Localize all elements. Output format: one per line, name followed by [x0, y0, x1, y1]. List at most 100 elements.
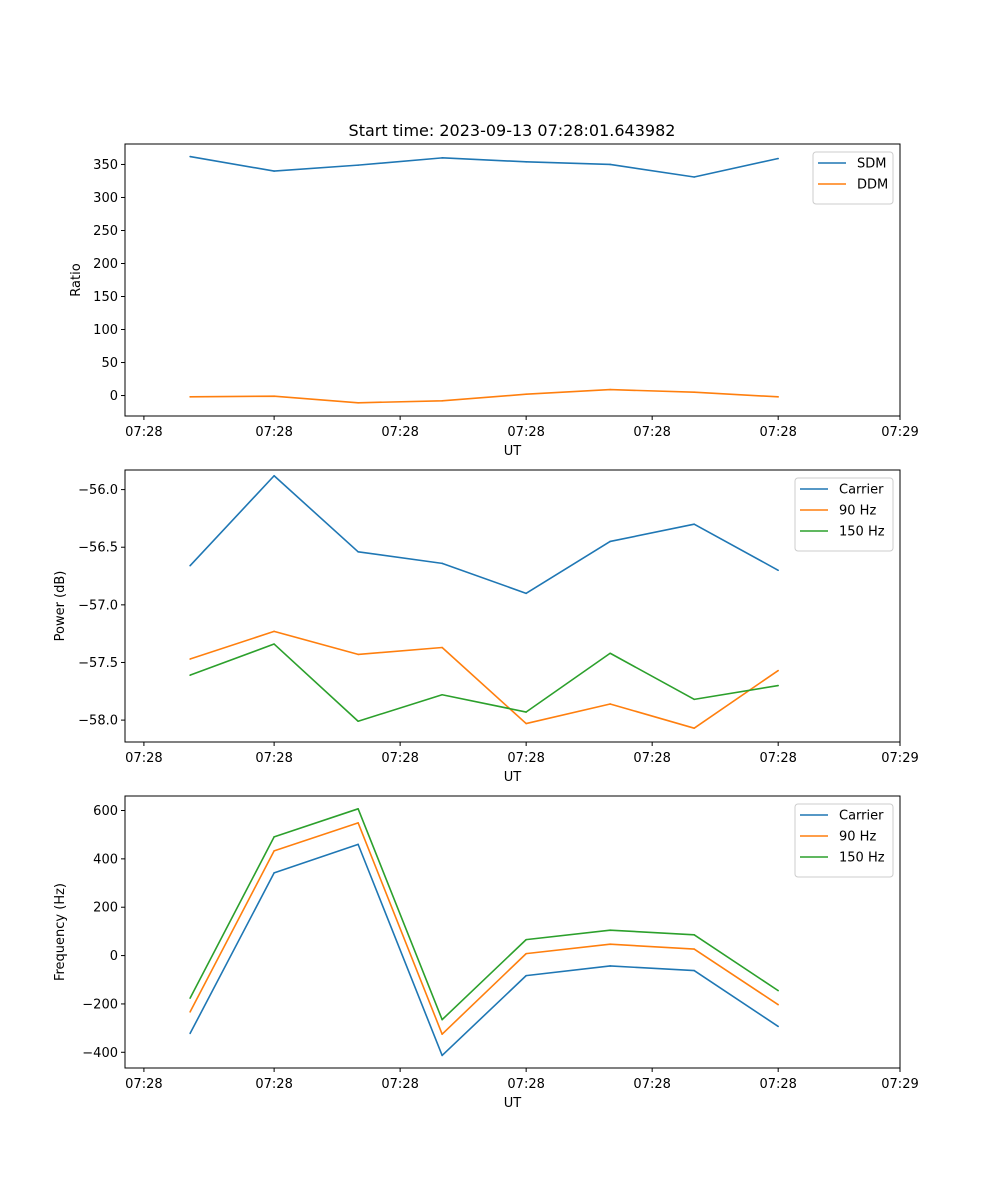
power-point-150-hz: [273, 643, 275, 645]
power-point-90-hz: [525, 722, 527, 725]
frequency-point-carrier: [777, 1025, 779, 1028]
ratio-y-tick-label: 0: [110, 389, 118, 404]
power-point-carrier: [525, 592, 527, 595]
power-y-tick-label: −58.0: [78, 714, 118, 729]
power-point-carrier: [273, 474, 275, 477]
frequency-y-tick-label: 200: [93, 901, 118, 916]
frequency-x-tick-label: 07:28: [125, 1077, 162, 1092]
power-series-150-hz: [189, 643, 779, 723]
ratio-series-ddm: [190, 388, 779, 404]
ratio-point-sdm: [357, 164, 359, 166]
power-point-carrier: [777, 569, 779, 572]
frequency-legend-box: [794, 803, 894, 878]
power-x-tick-label: 07:28: [759, 751, 796, 766]
frequency-point-90-hz: [273, 850, 275, 852]
frequency-point-90-hz: [189, 1011, 191, 1013]
power-series-carrier: [189, 474, 779, 595]
frequency-legend-label-90-hz: 90 Hz: [839, 830, 876, 845]
frequency-point-90-hz: [525, 952, 527, 955]
ratio-x-tick-label: 07:29: [881, 425, 918, 440]
frequency-point-carrier: [609, 965, 611, 967]
power-x-tick-label: 07:28: [633, 751, 670, 766]
frequency-x-tick-label: 07:28: [633, 1077, 670, 1092]
frequency-point-90-hz: [441, 1033, 443, 1035]
ratio-y-tick-label: 50: [101, 356, 118, 371]
ratio-y-tick-label: 100: [93, 323, 118, 338]
ratio-point-ddm: [777, 396, 779, 398]
ratio-point-sdm: [525, 161, 527, 163]
power-point-150-hz: [609, 652, 611, 655]
ratio-point-ddm: [609, 388, 611, 391]
power-point-carrier: [441, 562, 443, 565]
power-legend-label-150-hz: 150 Hz: [839, 525, 885, 540]
frequency-y-tick-label: 600: [93, 804, 118, 819]
frequency-point-150-hz: [441, 1018, 443, 1021]
frequency-point-carrier: [357, 843, 359, 846]
power-y-axis-label: Power (dB): [53, 571, 68, 642]
ratio-panel: 07:28 07:28 07:28 07:28 07:28 07:28 07:29 0 50 10…: [69, 143, 919, 459]
frequency-x-tick-label: 07:28: [381, 1077, 418, 1092]
power-point-90-hz: [693, 727, 695, 729]
frequency-y-tick-label: −400: [82, 1046, 118, 1061]
power-x-tick-label: 07:29: [881, 751, 918, 766]
power-x-tick-label: 07:28: [125, 751, 162, 766]
ratio-legend-label-ddm: DDM: [857, 178, 888, 193]
frequency-point-150-hz: [189, 997, 191, 999]
frequency-panel: 07:28 07:28 07:28 07:28 07:28 07:28 07:29 −400 −…: [53, 795, 919, 1111]
frequency-point-carrier: [693, 969, 695, 972]
frequency-x-tick-label: 07:28: [255, 1077, 292, 1092]
power-x-tick-label: 07:28: [255, 751, 292, 766]
frequency-x-tick-label: 07:29: [881, 1077, 918, 1092]
power-point-150-hz: [357, 720, 359, 723]
frequency-y-tick-label: 0: [110, 949, 118, 964]
frequency-series-carrier: [189, 843, 779, 1057]
ratio-y-tick-label: 200: [93, 257, 118, 272]
power-y-tick-label: −56.0: [78, 483, 118, 498]
frequency-plot-frame: [124, 795, 901, 1069]
ratio-y-tick-label: 150: [93, 290, 118, 305]
power-y-tick-label: −57.0: [78, 598, 118, 613]
frequency-legend-label-150-hz: 150 Hz: [839, 851, 885, 866]
power-series-90-hz: [189, 630, 779, 729]
power-point-150-hz: [777, 684, 779, 687]
frequency-point-150-hz: [609, 929, 611, 931]
ratio-point-ddm: [357, 402, 359, 404]
ratio-point-ddm: [189, 396, 191, 398]
ratio-point-ddm: [693, 391, 695, 394]
power-point-90-hz: [273, 630, 275, 633]
frequency-legend-label-carrier: Carrier: [839, 809, 884, 824]
ratio-x-tick-label: 07:28: [507, 425, 544, 440]
frequency-series-150-hz: [189, 808, 779, 1021]
power-x-tick-label: 07:28: [381, 751, 418, 766]
power-point-150-hz: [441, 693, 443, 696]
ratio-point-sdm: [609, 163, 611, 166]
frequency-x-tick-label: 07:28: [759, 1077, 796, 1092]
ratio-legend: SDM DDM: [812, 151, 894, 205]
frequency-point-carrier: [441, 1054, 443, 1057]
ratio-x-axis-label: UT: [504, 444, 522, 459]
ratio-legend-box: [812, 151, 894, 205]
power-y-tick-label: −56.5: [78, 541, 118, 556]
ratio-point-sdm: [189, 155, 191, 158]
power-point-carrier: [609, 540, 611, 543]
power-point-90-hz: [441, 646, 443, 649]
ratio-y-axis-label: Ratio: [69, 263, 84, 296]
ratio-y-tick-label: 350: [93, 158, 118, 173]
frequency-point-carrier: [189, 1032, 191, 1035]
power-legend-label-90-hz: 90 Hz: [839, 504, 876, 519]
ratio-x-tick-label: 07:28: [255, 425, 292, 440]
frequency-legend: Carrier 90 Hz 150 Hz: [794, 803, 894, 878]
ratio-point-ddm: [273, 395, 275, 397]
frequency-point-90-hz: [777, 1003, 779, 1006]
frequency-x-axis-label: UT: [504, 1096, 522, 1111]
frequency-point-90-hz: [609, 943, 611, 946]
ratio-point-ddm: [525, 393, 527, 396]
frequency-point-150-hz: [357, 808, 359, 810]
frequency-point-carrier: [525, 974, 527, 977]
power-point-90-hz: [777, 669, 779, 672]
power-legend-label-carrier: Carrier: [839, 483, 884, 498]
ratio-legend-label-sdm: SDM: [857, 157, 886, 172]
chart-title: Start time: 2023-09-13 07:28:01.643982: [349, 121, 676, 140]
ratio-y-tick-label: 250: [93, 224, 118, 239]
ratio-point-sdm: [777, 157, 779, 160]
